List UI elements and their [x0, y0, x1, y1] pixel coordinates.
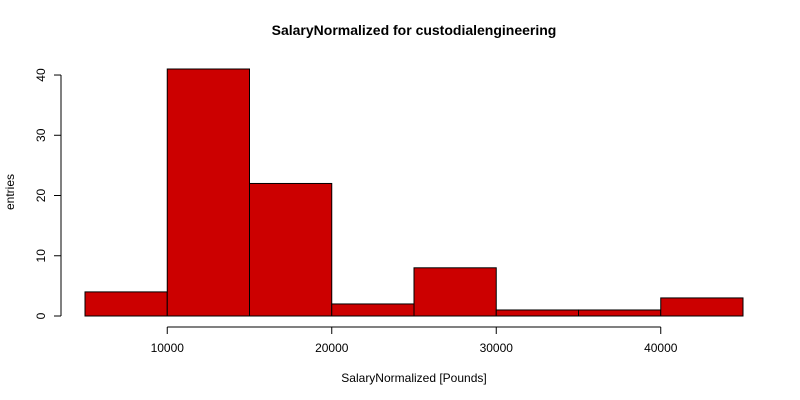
x-axis: 10000 20000 30000 40000	[151, 326, 678, 355]
histogram-bar	[249, 182, 333, 317]
y-axis-label: entries	[3, 174, 17, 210]
histogram-bar	[495, 309, 579, 317]
x-tick-label: 30000	[480, 341, 514, 355]
x-tick-label: 10000	[151, 341, 185, 355]
y-tick-label: 10	[34, 249, 48, 263]
x-axis-label: SalaryNormalized [Pounds]	[341, 371, 486, 385]
y-axis: 0 10 20 30 40	[34, 68, 62, 319]
histogram-bar	[660, 297, 744, 317]
chart-title: SalaryNormalized for custodialengineerin…	[272, 22, 557, 38]
y-tick-label: 30	[34, 128, 48, 142]
histogram-bar	[578, 309, 662, 317]
bars-group	[84, 68, 744, 317]
x-tick-label: 40000	[644, 341, 678, 355]
y-tick-label: 40	[34, 68, 48, 82]
x-tick-label: 20000	[315, 341, 349, 355]
histogram-bar	[331, 303, 415, 317]
y-tick-label: 20	[34, 189, 48, 203]
histogram-bar	[84, 291, 168, 317]
histogram-bar	[413, 267, 497, 317]
histogram-bar	[166, 68, 250, 317]
y-tick-label: 0	[34, 312, 48, 319]
